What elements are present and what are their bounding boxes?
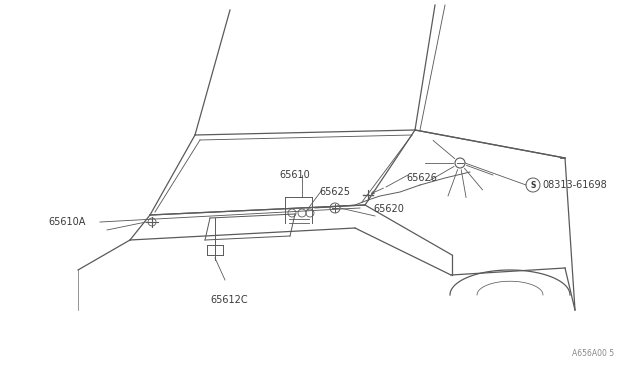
- Text: 65610A: 65610A: [48, 217, 85, 227]
- Text: A656A00 5: A656A00 5: [572, 349, 614, 358]
- Text: 65626: 65626: [406, 173, 437, 183]
- Text: 65620: 65620: [373, 204, 404, 214]
- Text: 65612C: 65612C: [210, 295, 248, 305]
- Text: 65610: 65610: [279, 170, 310, 180]
- Text: S: S: [531, 180, 536, 189]
- Text: 08313-61698: 08313-61698: [542, 180, 607, 190]
- Text: 65625: 65625: [319, 187, 350, 197]
